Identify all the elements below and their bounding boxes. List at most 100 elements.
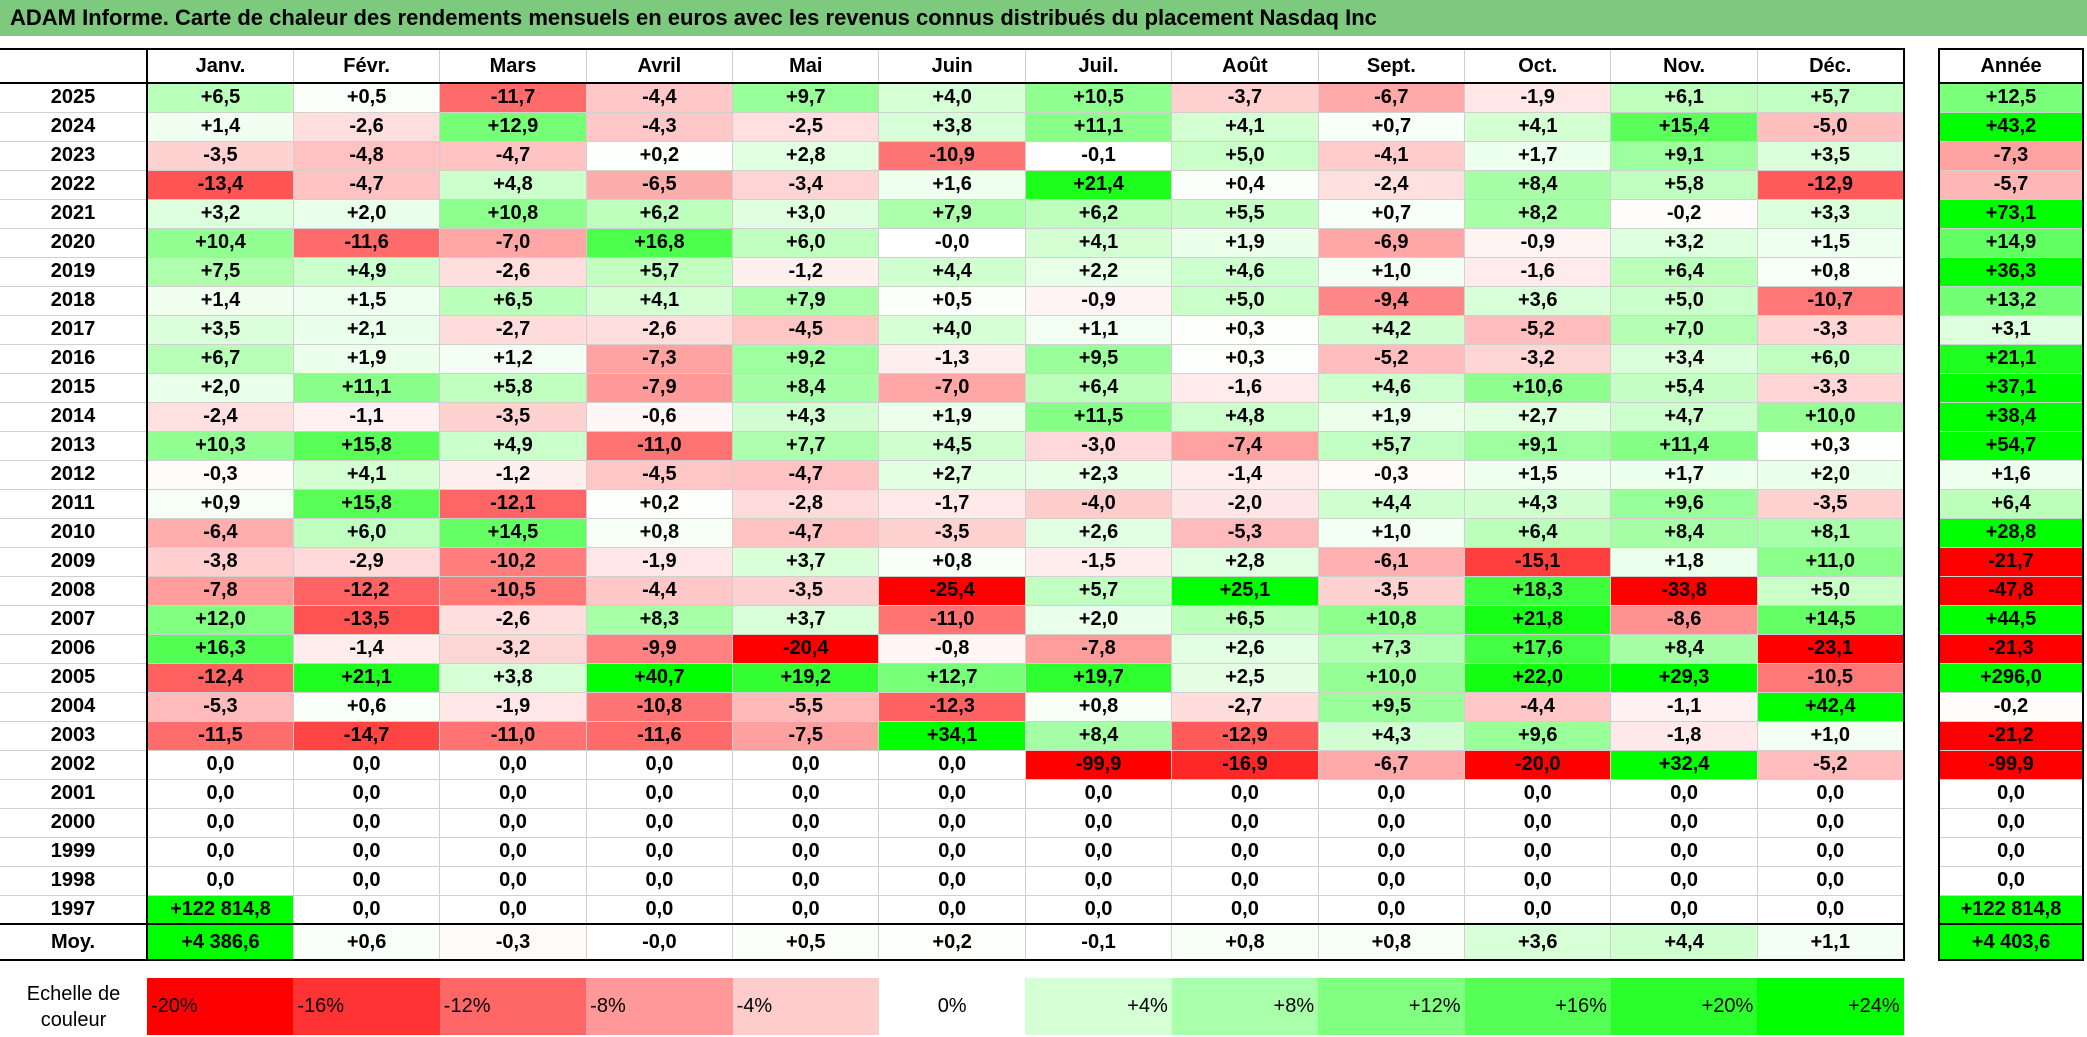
month-header-12: Déc. [1756, 48, 1905, 84]
heatmap-cell: -7,3 [585, 343, 734, 374]
month-header-3: Mars [439, 48, 587, 84]
annual-return-cell: -21,2 [1938, 720, 2084, 751]
heatmap-cell: -5,3 [145, 691, 294, 722]
year-row: 2021 +3,2 +2,0 +10,8 +6,2 +3,0 +7,9 +6,2 +5,5 +0,… [0, 198, 1905, 229]
heatmap-cell: -1,3 [878, 343, 1026, 374]
row-year-label: 2022 [0, 169, 148, 200]
annual-row: +14,9 [1938, 227, 2084, 258]
heatmap-cell: -10,2 [439, 546, 587, 577]
heatmap-cell: -1,9 [1464, 82, 1612, 113]
heatmap-cell: 0,0 [1171, 778, 1319, 809]
year-row: 2007 +12,0 -13,5 -2,6 +8,3 +3,7 -11,0 +2,0 +6,5 +… [0, 604, 1905, 635]
heatmap-cell: +4,1 [1464, 111, 1612, 142]
heatmap-cell: +9,1 [1610, 140, 1758, 171]
heatmap-cell: 0,0 [585, 778, 734, 809]
heatmap-cell: +3,5 [145, 314, 294, 345]
month-header-5: Mai [732, 48, 880, 84]
heatmap-cell: -0,1 [1024, 140, 1173, 171]
annual-return-cell: +21,1 [1938, 343, 2084, 374]
heatmap-cell: +2,8 [732, 140, 880, 171]
row-year-label: 2013 [0, 430, 148, 461]
heatmap-cell: 0,0 [1610, 865, 1758, 896]
heatmap-cell: -20,0 [1464, 749, 1612, 780]
annual-row: -7,3 [1938, 140, 2084, 171]
heatmap-cell: +0,2 [878, 923, 1026, 961]
heatmap-cell: +2,2 [1024, 256, 1173, 287]
annual-average-row: +4 403,6 [1938, 923, 2084, 961]
heatmap-cell: +4,6 [1171, 256, 1319, 287]
heatmap-cell: +4,1 [585, 285, 734, 316]
heatmap-cell: +0,7 [1317, 198, 1466, 229]
heatmap-cell: +11,1 [292, 372, 441, 403]
heatmap-cell: +1,6 [878, 169, 1026, 200]
month-header-row: Janv. Févr. Mars Avril Mai Juin Juil. Août Sept.… [0, 48, 1905, 84]
heatmap-cell: -10,7 [1756, 285, 1905, 316]
heatmap-cell: +1,7 [1610, 459, 1758, 490]
heatmap-cell: 0,0 [878, 749, 1026, 780]
heatmap-cell: +6,5 [145, 82, 294, 113]
heatmap-cell: +1,9 [1171, 227, 1319, 258]
heatmap-cell: 0,0 [1610, 778, 1758, 809]
heatmap-cell: +14,5 [439, 517, 587, 548]
annual-return-cell: +28,8 [1938, 517, 2084, 548]
annual-return-cell: -0,2 [1938, 691, 2084, 722]
heatmap-cell: -3,5 [145, 140, 294, 171]
heatmap-cell: 0,0 [1464, 836, 1612, 867]
heatmap-cell: 0,0 [439, 865, 587, 896]
heatmap-cell: +0,8 [1024, 691, 1173, 722]
heatmap-cell: +5,0 [1171, 285, 1319, 316]
heatmap-cell: +15,4 [1610, 111, 1758, 142]
heatmap-cell: +8,4 [1610, 517, 1758, 548]
heatmap-cell: -4,5 [585, 459, 734, 490]
heatmap-cell: +6,5 [1171, 604, 1319, 635]
heatmap-cell: +2,0 [145, 372, 294, 403]
heatmap-cell: -2,0 [1171, 488, 1319, 519]
heatmap-cell: -0,8 [878, 633, 1026, 664]
heatmap-cell: -1,4 [292, 633, 441, 664]
heatmap-cell: -15,1 [1464, 546, 1612, 577]
month-header-11: Nov. [1610, 48, 1758, 84]
heatmap-cell: +0,5 [292, 82, 441, 113]
month-header-6: Juin [878, 48, 1026, 84]
heatmap-cell: +32,4 [1610, 749, 1758, 780]
heatmap-cell: -10,5 [439, 575, 587, 606]
heatmap-cell: +29,3 [1610, 662, 1758, 693]
annual-row: +73,1 [1938, 198, 2084, 229]
scale-step: -4% [732, 978, 879, 1035]
heatmap-cell: +1,0 [1317, 256, 1466, 287]
heatmap-cell: 0,0 [145, 749, 294, 780]
annual-row: 0,0 [1938, 807, 2084, 838]
heatmap-cell: +10,0 [1317, 662, 1466, 693]
report-title: ADAM Informe. Carte de chaleur des rende… [0, 0, 2087, 36]
heatmap-cell: -6,1 [1317, 546, 1466, 577]
heatmap-cell: -99,9 [1024, 749, 1173, 780]
heatmap-cell: 0,0 [878, 778, 1026, 809]
heatmap-cell: -7,8 [1024, 633, 1173, 664]
heatmap-cell: +0,3 [1171, 314, 1319, 345]
annual-return-cell: +37,1 [1938, 372, 2084, 403]
heatmap-cell: +2,1 [292, 314, 441, 345]
heatmap-cell: +2,5 [1171, 662, 1319, 693]
heatmap-cell: +0,8 [1171, 923, 1319, 961]
heatmap-cell: +5,5 [1171, 198, 1319, 229]
heatmap-cell: +1,5 [1464, 459, 1612, 490]
heatmap-cell: -4,1 [1317, 140, 1466, 171]
heatmap-cell: +0,2 [585, 488, 734, 519]
row-year-label: 2007 [0, 604, 148, 635]
heatmap-cell: +6,1 [1610, 82, 1758, 113]
heatmap-cell: +21,4 [1024, 169, 1173, 200]
year-row: 1998 0,0 0,0 0,0 0,0 0,0 0,0 0,0 0,0 0,0 0,0 0,0 0,0 [0, 865, 1905, 896]
year-row: 2003 -11,5 -14,7 -11,0 -11,6 -7,5 +34,1 +8,4 -12… [0, 720, 1905, 751]
heatmap-cell: +2,0 [1024, 604, 1173, 635]
heatmap-cell: +4,0 [878, 82, 1026, 113]
year-row: 2019 +7,5 +4,9 -2,6 +5,7 -1,2 +4,4 +2,2 +4,6 +1,0… [0, 256, 1905, 287]
heatmap-cell: +22,0 [1464, 662, 1612, 693]
heatmap-cell: +6,0 [1756, 343, 1905, 374]
heatmap-cell: -6,9 [1317, 227, 1466, 258]
annual-row: +21,1 [1938, 343, 2084, 374]
heatmap-cell: +4,6 [1317, 372, 1466, 403]
annual-return-cell: +6,4 [1938, 488, 2084, 519]
heatmap-cell: +6,4 [1024, 372, 1173, 403]
heatmap-cell: +1,9 [292, 343, 441, 374]
annual-row: -47,8 [1938, 575, 2084, 606]
